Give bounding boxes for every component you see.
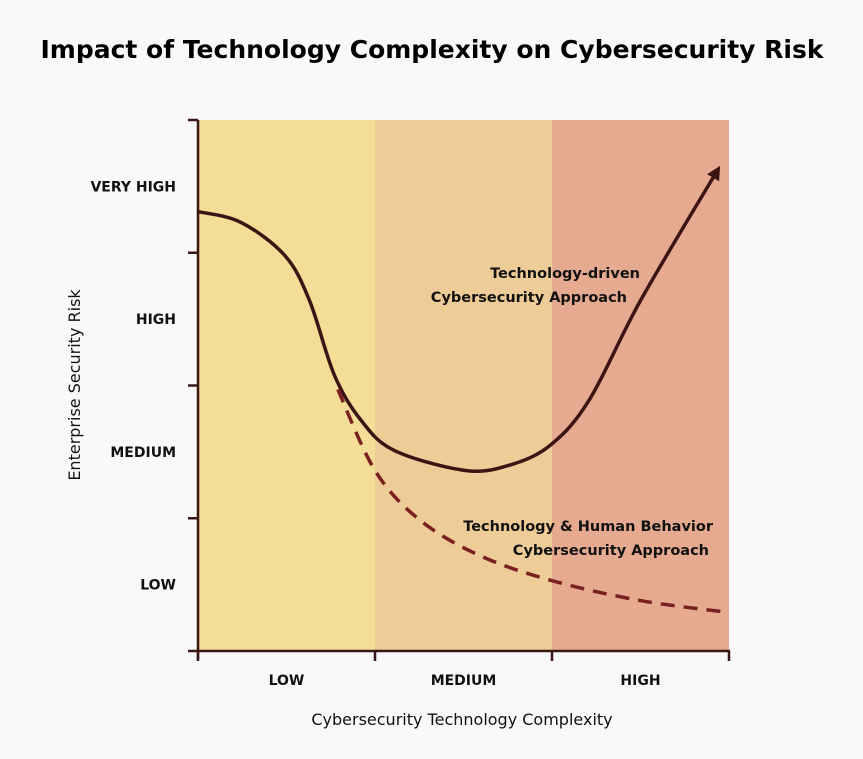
series-label-human-behavior: Technology & Human Behavior Cybersecurity… xyxy=(463,519,714,559)
band-low xyxy=(198,120,375,651)
x-tick-label: MEDIUM xyxy=(431,673,497,689)
x-tick-label: LOW xyxy=(269,673,305,689)
series-label-technology-driven: Technology-driven Cybersecurity Approach xyxy=(431,266,640,306)
y-axis-label: Enterprise Security Risk xyxy=(65,289,84,481)
band-medium xyxy=(375,120,552,651)
x-tick-label: HIGH xyxy=(620,673,660,689)
y-tick-label: LOW xyxy=(140,578,176,594)
y-tick-label: HIGH xyxy=(136,312,176,328)
series-line-0 xyxy=(197,165,721,473)
y-tick-label: VERY HIGH xyxy=(90,179,176,195)
series-line-1 xyxy=(336,388,730,615)
y-tick-label: MEDIUM xyxy=(110,445,176,461)
x-axis-label: Cybersecurity Technology Complexity xyxy=(311,710,612,729)
band-high xyxy=(552,120,729,651)
chart-title: Impact of Technology Complexity on Cyber… xyxy=(40,35,824,64)
